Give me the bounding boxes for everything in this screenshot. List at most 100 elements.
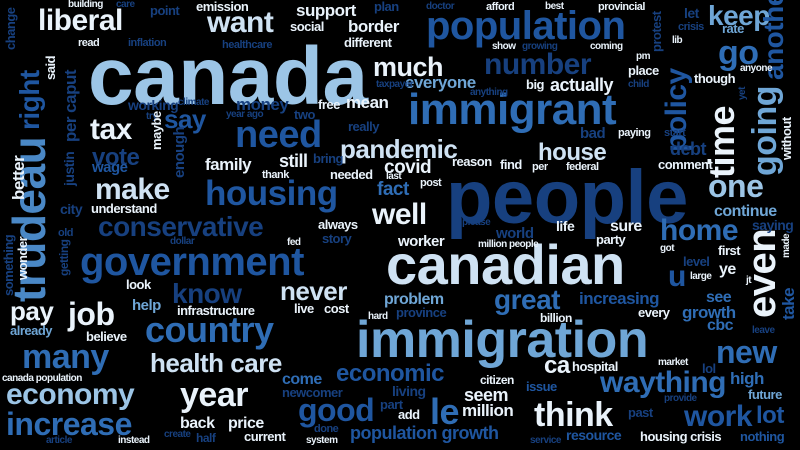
word-lot: lot	[756, 402, 784, 429]
word-find: find	[500, 157, 522, 172]
word-growth: growth	[682, 303, 736, 322]
word-debt: debt	[670, 139, 707, 159]
word-per: per	[532, 161, 548, 173]
word-seem: seem	[464, 385, 509, 405]
word-back: back	[180, 415, 215, 432]
word-bad: bad	[580, 125, 606, 142]
word-taxpayer: taxpayer	[376, 79, 414, 90]
word-past: past	[628, 405, 653, 420]
word-come: come	[282, 371, 322, 388]
word-see: see	[706, 289, 732, 306]
word-province: province	[396, 305, 447, 320]
word-million-people: million people	[478, 239, 539, 250]
word-level: level	[683, 254, 710, 269]
word-leave: leave	[752, 325, 775, 336]
word-working: working	[128, 97, 179, 113]
word-think: think	[534, 396, 613, 434]
word-pandemic: pandemic	[340, 134, 458, 164]
word-first: first	[718, 243, 741, 258]
word-city: city	[60, 201, 83, 217]
word-need: need	[235, 114, 322, 156]
word-keep: keep	[708, 0, 770, 31]
word-climate: climate	[178, 97, 209, 108]
word-reason: reason	[452, 154, 492, 169]
word-healthcare: healthcare	[222, 39, 273, 51]
word-ca: ca	[544, 352, 570, 379]
word-protest: protest	[649, 11, 664, 52]
word-really: really	[348, 119, 379, 134]
word-jt: jt	[746, 275, 752, 286]
word-got: got	[660, 243, 675, 254]
word-house: house	[538, 139, 607, 166]
word-border: border	[348, 17, 399, 36]
word-million: million	[462, 401, 514, 420]
word-paying: paying	[618, 127, 651, 139]
word-though: though	[694, 71, 736, 86]
word-housing: housing	[205, 174, 338, 213]
word-last: last	[386, 171, 402, 182]
word-issue: issue	[526, 379, 557, 394]
word-place: place	[628, 63, 659, 78]
word-much: much	[373, 52, 444, 82]
word-federal: federal	[566, 161, 599, 173]
word-wage: wage	[92, 159, 128, 176]
word-provincial: provincial	[598, 1, 645, 13]
word-maybe: maybe	[149, 111, 164, 150]
word-everyone: everyone	[405, 73, 476, 92]
word-conservative: conservative	[98, 211, 264, 242]
word-canada: canada	[88, 31, 368, 122]
word-inflation: inflation	[128, 37, 167, 49]
word-actually: actually	[550, 75, 614, 95]
word-billion: billion	[540, 311, 572, 325]
word-pm: pm	[636, 51, 651, 62]
word-understand: understand	[91, 201, 157, 216]
word-country: country	[145, 309, 274, 350]
word-worker: worker	[398, 233, 445, 250]
word-u: u	[668, 260, 686, 293]
word-please: please	[462, 217, 491, 228]
word-high: high	[730, 369, 764, 388]
word-canadian: canadian	[386, 233, 625, 296]
word-well: well	[372, 198, 427, 231]
word-tax: tax	[90, 113, 132, 146]
word-problem: problem	[384, 291, 444, 308]
word-done: done	[314, 423, 339, 435]
word-covid: covid	[384, 157, 432, 178]
word-service: service	[530, 435, 561, 446]
word-home: home	[660, 214, 739, 247]
word-large: large	[690, 271, 712, 282]
word-getting: getting	[57, 239, 71, 277]
word-life: life	[556, 218, 575, 234]
word-mean: mean	[346, 93, 389, 112]
word-best: best	[545, 1, 564, 12]
word-coming: coming	[590, 41, 623, 52]
word-without: without	[779, 117, 794, 160]
word-start: start	[664, 127, 686, 139]
word-nothing: nothing	[740, 429, 785, 444]
word-price: price	[228, 415, 264, 432]
word-go: go	[718, 34, 759, 72]
word-post: post	[420, 177, 442, 189]
word-pay: pay	[10, 296, 54, 326]
word-current: current	[244, 429, 286, 444]
word-justin: justin	[61, 151, 77, 186]
word-immigrant: immigrant	[408, 85, 617, 134]
word-story: story	[322, 231, 352, 246]
word-enough: enough	[171, 126, 188, 178]
word-hard: hard	[368, 311, 388, 322]
word-work: work	[684, 400, 753, 433]
word-one: one	[708, 168, 764, 204]
word-rate: rate	[722, 21, 744, 36]
word-plan: plan	[374, 0, 399, 14]
word-instead: instead	[118, 435, 150, 446]
word-money: money	[236, 95, 289, 114]
word-big: big	[526, 77, 545, 92]
word-comment: comment	[658, 157, 713, 172]
word-help: help	[132, 297, 161, 314]
word-child: child	[628, 79, 649, 90]
word-citizen: citizen	[480, 373, 514, 387]
word-ye: ye	[719, 261, 736, 278]
word-dollar: dollar	[170, 236, 195, 247]
word-canada-population: canada population	[2, 373, 82, 384]
word-population-growth: population growth	[350, 423, 499, 443]
